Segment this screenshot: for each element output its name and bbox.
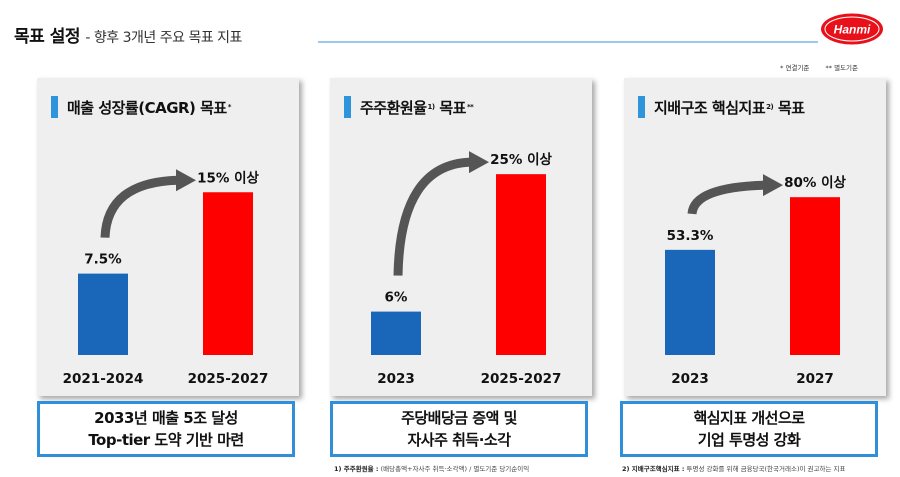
footnote-label: 2) 지배구조핵심지표 : <box>622 465 685 473</box>
chart-revenue-growth: 7.5% 2021-2024 15% 이상 2025-2027 <box>63 169 269 387</box>
panel-title-text: 주주환원율 <box>360 98 427 117</box>
growth-arrow-head <box>469 151 489 174</box>
chart-governance: 53.3% 2023 80% 이상 2027 <box>665 174 847 387</box>
footnote-governance: 2) 지배구조핵심지표 : 투명성 강화를 위해 금융당국(한국거래소)이 권고… <box>622 463 845 473</box>
basis-notes: * 연결기준 ** 별도기준 <box>766 62 858 72</box>
footnote-text: 투명성 강화를 위해 금융당국(한국거래소)이 권고하는 지표 <box>686 465 846 473</box>
page-title-main: 목표 설정 <box>14 27 80 47</box>
panel-title-suffix: 목표 <box>439 98 466 117</box>
title-superscript: * <box>227 103 232 111</box>
goal-line-2: 자사주 취득·소각 <box>407 431 511 449</box>
goal-box-revenue: 2033년 매출 5조 달성 Top-tier 도약 기반 마련 <box>37 401 295 457</box>
footnote-label: 1) 주주환원율 : <box>334 465 379 473</box>
page-header: 목표 설정 - 향후 3개년 주요 목표 지표 Hanmi <box>8 12 892 52</box>
data-label: 7.5% <box>84 252 122 268</box>
note-separate: ** 별도기준 <box>825 64 859 72</box>
growth-arrow <box>393 157 472 276</box>
growth-arrow-head <box>176 169 196 192</box>
category-label: 2023 <box>377 371 415 387</box>
category-label: 2021-2024 <box>63 371 144 387</box>
panel-title: 매출 성장률(CAGR) 목표 * <box>51 96 231 118</box>
page-subtitle: - 향후 3개년 주요 목표 지표 <box>85 30 242 46</box>
bar-target <box>790 197 840 355</box>
goal-line-2: Top-tier 도약 기반 마련 <box>88 431 244 449</box>
title-superscript-2: ** <box>466 103 474 111</box>
category-label: 2025-2027 <box>188 371 269 387</box>
bar-current <box>665 249 715 355</box>
chart-shareholder-return: 6% 2023 25% 이상 2025-2027 <box>371 151 562 387</box>
goal-line-2: 기업 투명성 강화 <box>697 431 801 449</box>
growth-arrow <box>687 180 766 215</box>
panel-shareholder-return: 주주환원율 1) 목표 ** 6% 2023 25% 이상 2025-2027 <box>330 78 592 396</box>
footnote-text: (배당총액+자사주 취득·소각액) / 별도기준 당기순이익 <box>380 465 530 473</box>
svg-text:Hanmi: Hanmi <box>834 23 871 37</box>
data-label: 15% 이상 <box>197 169 259 186</box>
panel-title-text: 지배구조 핵심지표 <box>654 98 766 117</box>
goal-line-1: 2033년 매출 5조 달성 <box>94 409 238 427</box>
panel-revenue-growth: 매출 성장률(CAGR) 목표 * 7.5% 2021-2024 15% 이상 2025… <box>37 78 299 396</box>
goal-line-1: 핵심지표 개선으로 <box>693 409 805 427</box>
note-consolidated: * 연결기준 <box>780 64 810 72</box>
panel-governance: 지배구조 핵심지표 2) 목표 53.3% 2023 80% 이상 2027 <box>624 78 886 396</box>
panel-title: 지배구조 핵심지표 2) 목표 <box>638 96 805 118</box>
title-underline <box>318 41 818 43</box>
growth-arrow <box>100 175 179 238</box>
footnote-shareholder-return: 1) 주주환원율 : (배당총액+자사주 취득·소각액) / 별도기준 당기순이… <box>334 463 529 473</box>
goal-box-shareholder: 주당배당금 증액 및 자사주 취득·소각 <box>330 401 588 457</box>
title-accent-bar <box>344 96 351 118</box>
title-superscript: 1) <box>427 103 436 111</box>
goal-box-governance: 핵심지표 개선으로 기업 투명성 강화 <box>620 401 878 457</box>
data-label: 53.3% <box>667 228 714 244</box>
panel-title-suffix: 목표 <box>777 98 805 117</box>
panel-title: 주주환원율 1) 목표 ** <box>344 96 474 118</box>
title-superscript: 2) <box>766 103 774 111</box>
category-label: 2027 <box>796 371 834 387</box>
title-accent-bar <box>638 96 645 118</box>
bar-current <box>78 273 128 355</box>
bar-target <box>203 192 253 355</box>
goal-line-1: 주당배당금 증액 및 <box>401 409 517 427</box>
data-label: 80% 이상 <box>784 174 846 191</box>
panel-title-text: 매출 성장률(CAGR) 목표 <box>67 98 227 117</box>
category-label: 2023 <box>671 371 709 387</box>
category-label: 2025-2027 <box>481 371 562 387</box>
page-title: 목표 설정 - 향후 3개년 주요 목표 지표 <box>14 22 242 47</box>
growth-arrow-head <box>763 174 783 197</box>
bar-target <box>496 174 546 355</box>
title-accent-bar <box>51 96 58 118</box>
data-label: 25% 이상 <box>490 151 552 168</box>
bar-current <box>371 311 421 355</box>
hanmi-logo: Hanmi <box>820 12 884 46</box>
data-label: 6% <box>385 290 408 306</box>
